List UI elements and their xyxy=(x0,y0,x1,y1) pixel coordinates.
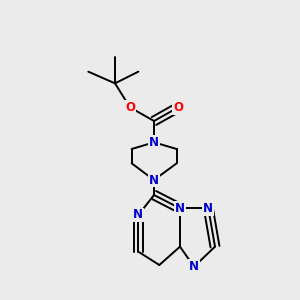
Text: N: N xyxy=(175,202,185,215)
Text: O: O xyxy=(125,101,135,114)
Text: N: N xyxy=(203,202,213,215)
Text: N: N xyxy=(149,136,159,149)
Text: N: N xyxy=(189,260,199,273)
Text: O: O xyxy=(173,101,183,114)
Text: N: N xyxy=(149,173,159,187)
Text: N: N xyxy=(133,208,143,221)
